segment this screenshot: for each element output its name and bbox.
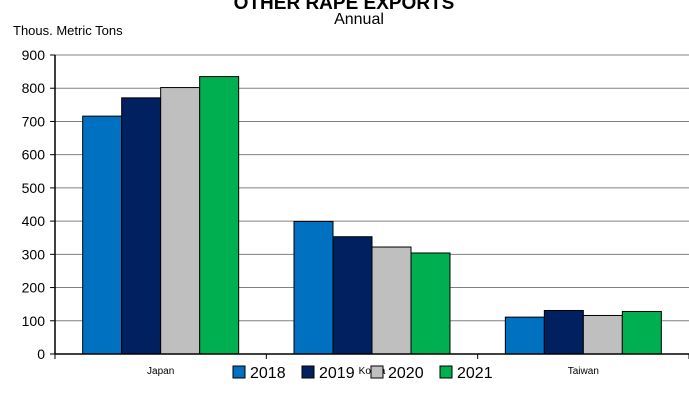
bar-2019-korea	[332, 236, 373, 355]
bar-2020-korea	[371, 246, 412, 355]
y-tick-labels: 0 100 200 300 400 500 600 700 800 900	[22, 47, 55, 362]
y-tick-label: 900	[22, 47, 46, 63]
legend: 2018 2019 2020 2021	[232, 365, 493, 382]
bar-2018-korea	[293, 220, 334, 355]
y-axis-label: Thous. Metric Tons	[13, 23, 123, 38]
bar-2018-japan	[82, 115, 123, 355]
bar-2018-taiwan	[504, 316, 545, 355]
y-tick-label: 500	[22, 180, 46, 196]
legend-swatch-2019	[301, 365, 315, 379]
legend-label-2019: 2019	[319, 365, 355, 382]
bar-2021-korea	[410, 252, 451, 355]
bar-2021-japan	[199, 76, 240, 355]
chart-title: OTHER RAPE EXPORTS	[234, 0, 455, 14]
legend-label-2021: 2021	[457, 365, 493, 382]
y-tick-label: 300	[22, 246, 46, 262]
y-tick-label: 0	[37, 346, 45, 362]
bar-2021-taiwan	[621, 310, 662, 355]
y-tick-label: 700	[22, 113, 46, 129]
bar-2020-taiwan	[582, 314, 623, 355]
bar-2019-taiwan	[543, 309, 584, 355]
bar-2020-japan	[160, 87, 201, 355]
y-tick-label: 800	[22, 80, 46, 96]
y-tick-label: 200	[22, 280, 46, 296]
legend-swatch-2021	[439, 365, 453, 379]
x-tick-label: Taiwan	[568, 366, 599, 377]
bars	[82, 76, 662, 355]
y-tick-label: 400	[22, 213, 46, 229]
x-tick-label: Japan	[147, 366, 174, 377]
legend-label-2018: 2018	[250, 365, 286, 382]
y-tick-label: 600	[22, 147, 46, 163]
y-tick-label: 100	[22, 313, 46, 329]
chart-subtitle: Annual	[334, 11, 384, 28]
legend-label-2020: 2020	[388, 365, 424, 382]
bar-2019-japan	[121, 97, 162, 355]
axes	[54, 55, 689, 359]
legend-swatch-2018	[232, 365, 246, 379]
legend-swatch-2020	[370, 365, 384, 379]
